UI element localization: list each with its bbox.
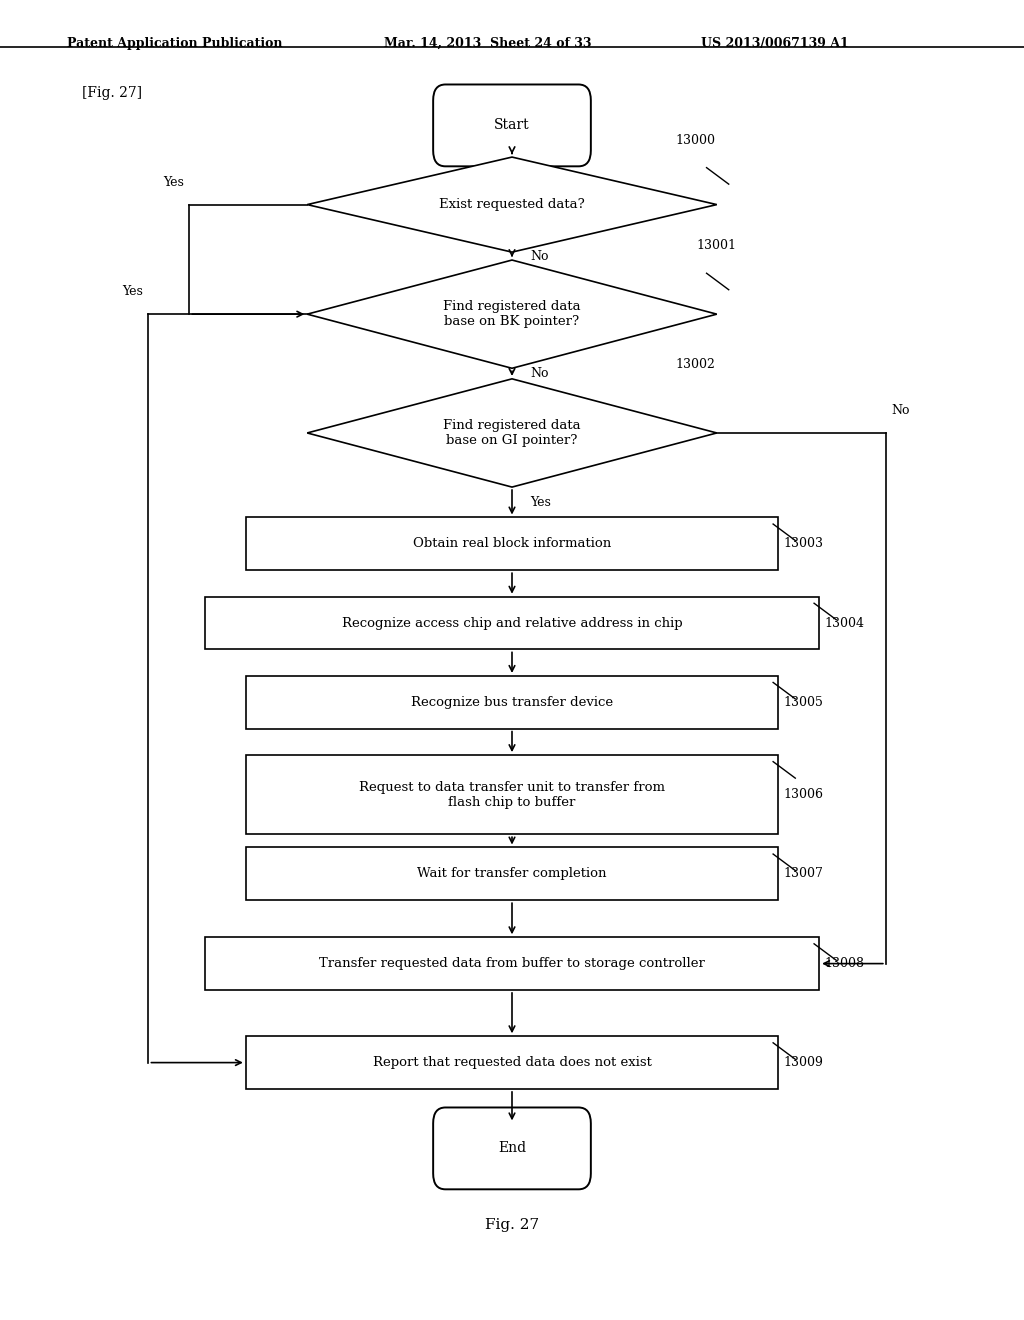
Text: [Fig. 27]: [Fig. 27] (82, 86, 142, 100)
Bar (205, 597, 819, 649)
Text: Start: Start (495, 119, 529, 132)
Text: 13004: 13004 (824, 616, 864, 630)
Text: Exist requested data?: Exist requested data? (439, 198, 585, 211)
Text: Request to data transfer unit to transfer from
flash chip to buffer: Request to data transfer unit to transfe… (359, 780, 665, 809)
Bar (246, 847, 778, 900)
Text: 13008: 13008 (824, 957, 864, 970)
Text: Yes: Yes (164, 176, 184, 189)
FancyBboxPatch shape (433, 1107, 591, 1189)
Text: Recognize access chip and relative address in chip: Recognize access chip and relative addre… (342, 616, 682, 630)
Text: 13006: 13006 (783, 788, 823, 801)
Text: No: No (530, 249, 549, 263)
FancyBboxPatch shape (433, 84, 591, 166)
Text: Report that requested data does not exist: Report that requested data does not exis… (373, 1056, 651, 1069)
Text: 13000: 13000 (676, 133, 716, 147)
Text: Yes: Yes (123, 285, 143, 298)
Text: US 2013/0067139 A1: US 2013/0067139 A1 (701, 37, 849, 50)
Text: 13007: 13007 (783, 867, 823, 880)
Polygon shape (307, 157, 717, 252)
Text: 13009: 13009 (783, 1056, 823, 1069)
Text: Transfer requested data from buffer to storage controller: Transfer requested data from buffer to s… (319, 957, 705, 970)
Text: Recognize bus transfer device: Recognize bus transfer device (411, 696, 613, 709)
Polygon shape (307, 260, 717, 368)
Text: 13005: 13005 (783, 696, 823, 709)
Text: Yes: Yes (530, 496, 551, 508)
Bar (246, 1036, 778, 1089)
Text: Fig. 27: Fig. 27 (485, 1218, 539, 1232)
Bar (205, 937, 819, 990)
Text: Patent Application Publication: Patent Application Publication (67, 37, 282, 50)
Text: Obtain real block information: Obtain real block information (413, 537, 611, 550)
Text: Mar. 14, 2013  Sheet 24 of 33: Mar. 14, 2013 Sheet 24 of 33 (384, 37, 592, 50)
Bar (246, 755, 778, 834)
Text: Find registered data
base on BK pointer?: Find registered data base on BK pointer? (443, 300, 581, 329)
Text: Wait for transfer completion: Wait for transfer completion (417, 867, 607, 880)
Polygon shape (307, 379, 717, 487)
Bar (246, 517, 778, 570)
Text: 13003: 13003 (783, 537, 823, 550)
Text: Find registered data
base on GI pointer?: Find registered data base on GI pointer? (443, 418, 581, 447)
Text: No: No (891, 404, 909, 417)
Text: 13001: 13001 (696, 239, 736, 252)
Bar (246, 676, 778, 729)
Text: End: End (498, 1142, 526, 1155)
Text: No: No (530, 367, 549, 380)
Text: 13002: 13002 (676, 358, 716, 371)
